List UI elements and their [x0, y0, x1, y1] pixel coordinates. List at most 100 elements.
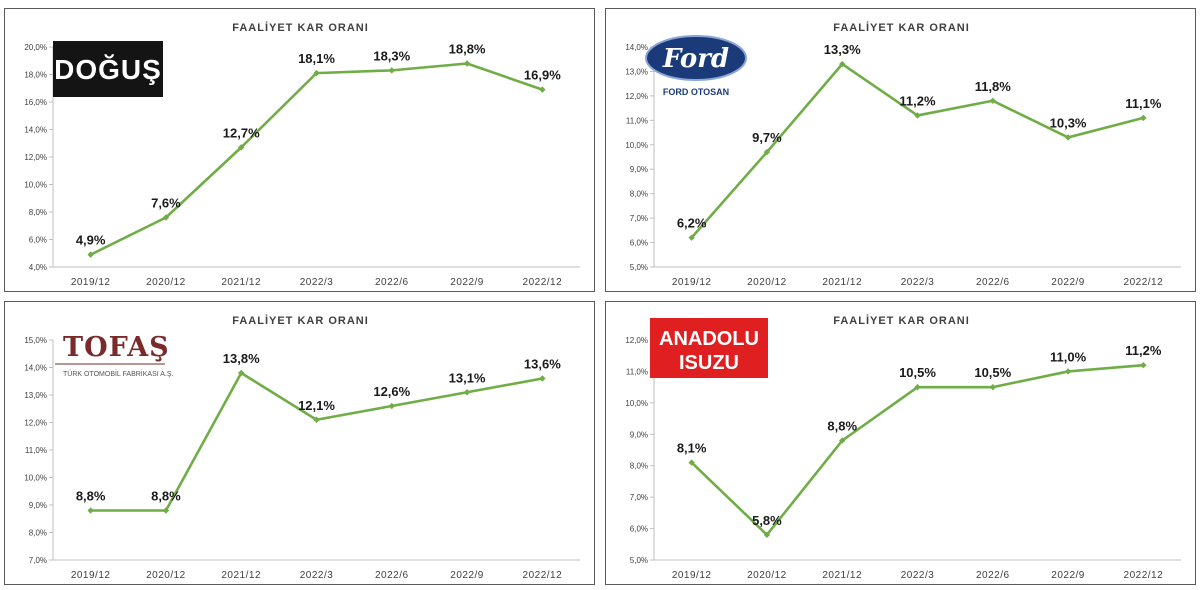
x-tick-label: 2022/9 [450, 570, 484, 581]
y-tick-label: 18,0% [24, 71, 47, 80]
logo-text: TOFAŞ [63, 332, 170, 363]
line-chart: FAALİYET KAR ORANI 4,0% 6,0% 8,0% 10,0% 12,0%… [24, 21, 580, 288]
y-tick-label: 6,0% [29, 236, 47, 245]
data-point [238, 144, 245, 151]
data-point [1140, 114, 1147, 122]
data-label: 8,8% [827, 419, 857, 434]
data-label: 12,1% [298, 398, 335, 413]
data-label: 11,2% [1125, 343, 1162, 358]
y-tick-label: 10,0% [625, 399, 648, 408]
x-tick-label: 2022/12 [523, 570, 563, 581]
y-tick-label: 4,0% [29, 263, 47, 272]
data-label: 8,8% [76, 489, 106, 504]
y-tick-label: 14,0% [24, 364, 47, 373]
data-label: 8,8% [151, 489, 181, 504]
y-tick-label: 10,0% [24, 181, 47, 190]
x-tick-label: 2022/3 [901, 277, 935, 288]
y-tick-label: 8,0% [29, 208, 47, 217]
chart-title: FAALİYET KAR ORANI [833, 21, 970, 34]
data-label: 12,6% [373, 384, 410, 399]
line-chart: FAALİYET KAR ORANI 5,0% 6,0% 7,0% 8,0% 9,0% 10… [625, 314, 1181, 581]
x-tick-label: 2022/9 [450, 277, 484, 288]
chart-title: FAALİYET KAR ORANI [833, 314, 970, 327]
series-line [690, 62, 1144, 239]
y-tick-label: 7,0% [29, 556, 47, 565]
x-tick-label: 2021/12 [822, 570, 862, 581]
data-point [1140, 361, 1147, 369]
y-tick-label: 5,0% [630, 263, 648, 272]
x-tick-label: 2022/12 [1124, 277, 1164, 288]
data-point [463, 389, 471, 396]
data-label: 10,3% [1050, 115, 1087, 130]
chart-panel-dogus: FAALİYET KAR ORANI 4,0% 6,0% 8,0% 10,0% 12,0%… [4, 8, 595, 292]
data-label: 13,3% [824, 42, 861, 57]
x-tick-label: 2022/12 [523, 277, 563, 288]
data-label: 18,3% [373, 48, 410, 63]
y-tick-label: 12,0% [24, 419, 47, 428]
x-tick-label: 2022/9 [1051, 570, 1085, 581]
data-point [313, 416, 320, 423]
data-label: 18,1% [298, 51, 335, 66]
company-logo: Ford FORD OTOSAN [645, 35, 747, 97]
data-label: 13,6% [524, 357, 561, 372]
x-tick-label: 2020/12 [747, 570, 787, 581]
data-label: 18,8% [449, 42, 486, 57]
x-tick-label: 2019/12 [71, 570, 111, 581]
data-point [1064, 368, 1072, 375]
data-label: 10,5% [899, 365, 936, 380]
logo-text: ANADOLU [659, 328, 759, 350]
y-tick-label: 11,0% [25, 446, 47, 455]
y-tick-label: 5,0% [630, 556, 648, 565]
y-tick-label: 20,0% [24, 43, 47, 52]
data-point [238, 369, 245, 377]
data-point [388, 67, 395, 74]
chart-panel-ford-otosan: FAALİYET KAR ORANI 5,0% 6,0% 7,0% 8,0% 9,0% 10… [605, 8, 1196, 292]
x-tick-label: 2022/3 [901, 570, 935, 581]
logo-subtext: FORD OTOSAN [663, 87, 729, 97]
data-label: 12,7% [223, 125, 260, 140]
logo-subtext: TÜRK OTOMOBİL FABRİKASI A.Ş. [63, 369, 174, 378]
chart-panel-anadolu-isuzu: FAALİYET KAR ORANI 5,0% 6,0% 7,0% 8,0% 9,0% 10… [605, 301, 1196, 585]
y-tick-label: 8,0% [29, 529, 47, 538]
y-tick-label: 11,0% [626, 116, 648, 125]
chart-panel-tofas: FAALİYET KAR ORANI 7,0% 8,0% 9,0% 10,0% 11,0%… [4, 301, 595, 585]
data-point [539, 86, 546, 93]
y-tick-label: 7,0% [630, 493, 648, 502]
x-tick-label: 2021/12 [822, 277, 862, 288]
y-tick-label: 9,0% [630, 430, 648, 439]
x-tick-label: 2019/12 [71, 277, 111, 288]
y-tick-label: 9,0% [29, 501, 47, 510]
data-label: 7,6% [151, 196, 181, 211]
data-label: 11,2% [899, 93, 936, 108]
data-point [162, 214, 170, 221]
x-tick-label: 2020/12 [146, 277, 186, 288]
data-point [914, 112, 921, 119]
line-chart: FAALİYET KAR ORANI 7,0% 8,0% 9,0% 10,0% 11,0%… [24, 314, 580, 581]
data-label: 13,8% [223, 351, 260, 366]
y-tick-label: 11,0% [626, 367, 648, 376]
company-logo: DOĞUŞ [53, 41, 163, 97]
x-tick-label: 2022/6 [976, 277, 1010, 288]
data-point [763, 148, 771, 156]
x-tick-label: 2022/6 [375, 277, 409, 288]
x-tick-label: 2020/12 [146, 570, 186, 581]
x-tick-label: 2021/12 [221, 570, 261, 581]
logo-subtext: ISUZU [679, 352, 739, 374]
x-tick-label: 2020/12 [747, 277, 787, 288]
x-tick-label: 2022/6 [976, 570, 1010, 581]
data-point [539, 375, 546, 382]
y-tick-label: 8,0% [630, 462, 648, 471]
x-tick-label: 2022/3 [300, 570, 334, 581]
y-tick-label: 10,0% [625, 141, 648, 150]
y-tick-label: 15,0% [24, 336, 47, 345]
data-point [388, 402, 395, 410]
logo-text: Ford [662, 44, 729, 74]
data-point [989, 383, 996, 391]
y-tick-label: 16,0% [24, 98, 47, 107]
data-point [914, 383, 921, 391]
data-label: 9,7% [752, 130, 782, 145]
chart-title: FAALİYET KAR ORANI [232, 314, 369, 327]
y-tick-label: 6,0% [630, 525, 648, 534]
y-tick-label: 14,0% [625, 43, 648, 52]
